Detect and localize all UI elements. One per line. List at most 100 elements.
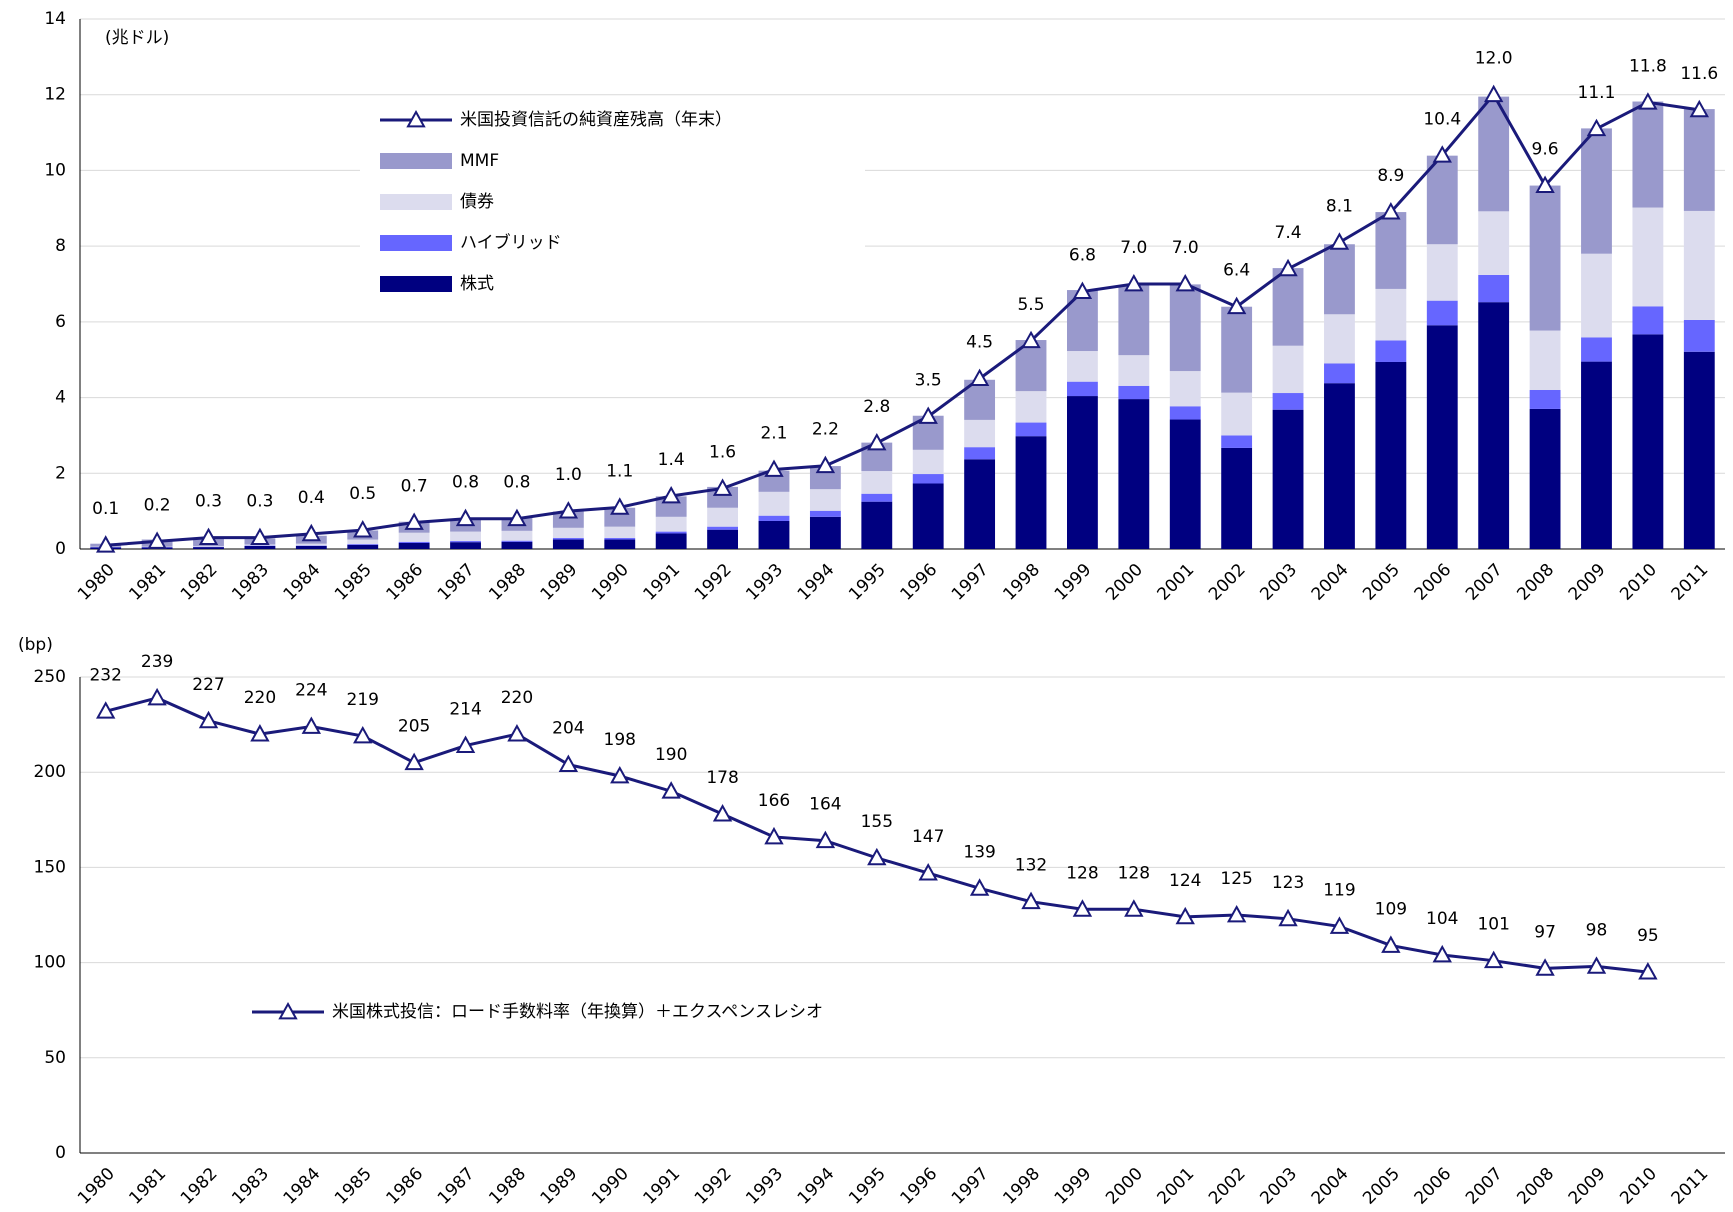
bar-segment xyxy=(1683,210,1715,320)
data-label: 0.8 xyxy=(452,473,479,493)
data-label: 128 xyxy=(1118,863,1150,883)
bar-segment xyxy=(964,447,996,460)
bar-segment xyxy=(347,544,379,545)
x-tick-label: 1986 xyxy=(382,1164,427,1209)
line-marker xyxy=(1381,202,1401,220)
bar-segment xyxy=(809,489,841,511)
bar-segment xyxy=(1632,207,1664,307)
legend-swatch xyxy=(380,153,452,169)
bar-segment xyxy=(1529,185,1561,331)
line-marker xyxy=(1586,956,1607,974)
line-marker xyxy=(712,478,733,496)
x-tick-label: 1990 xyxy=(588,560,633,605)
line-marker xyxy=(867,847,887,866)
x-tick-label: 1996 xyxy=(897,1164,942,1209)
line-marker xyxy=(1278,258,1298,277)
line-marker xyxy=(1638,962,1658,980)
x-tick-label: 1980 xyxy=(74,1164,119,1209)
bar-segment xyxy=(707,507,738,527)
bar-segment xyxy=(347,539,379,545)
x-tick-label: 1989 xyxy=(537,560,582,605)
bar-segment xyxy=(1221,392,1253,436)
bar-segment xyxy=(1426,325,1458,549)
data-label: 6.8 xyxy=(1069,246,1096,266)
bar-segment xyxy=(1632,334,1664,549)
data-label: 4.5 xyxy=(966,333,993,353)
x-tick-label: 2002 xyxy=(1205,1164,1250,1209)
bar-segment xyxy=(1375,340,1407,362)
data-label: 232 xyxy=(89,665,121,685)
x-tick-label: 1996 xyxy=(897,560,942,605)
bar-segment xyxy=(398,541,430,543)
bar-segment xyxy=(912,483,944,549)
data-label: 2.1 xyxy=(760,424,787,444)
line-marker xyxy=(250,724,270,742)
x-tick-label: 1980 xyxy=(74,560,119,605)
line-marker xyxy=(558,501,579,519)
legend-swatch xyxy=(380,276,452,292)
data-label: 8.1 xyxy=(1326,196,1353,216)
data-label: 124 xyxy=(1169,871,1201,891)
line-marker xyxy=(301,523,322,542)
bar-segment xyxy=(1581,337,1612,362)
bar-segment xyxy=(552,538,584,540)
line-marker xyxy=(1278,908,1298,927)
x-tick-label: 1982 xyxy=(177,1164,222,1209)
data-label: 0.5 xyxy=(349,484,376,504)
bar-segment xyxy=(1426,300,1458,326)
x-tick-label: 2002 xyxy=(1205,560,1250,605)
line-marker xyxy=(1329,232,1350,250)
x-tick-label: 1983 xyxy=(228,1164,273,1209)
bar-segment xyxy=(1324,314,1355,364)
x-tick-label: 2004 xyxy=(1308,560,1353,605)
line xyxy=(105,696,1649,974)
data-label: 128 xyxy=(1066,863,1098,883)
x-tick-label: 1999 xyxy=(1051,560,1096,605)
data-label: 98 xyxy=(1586,920,1608,940)
x-tick-label: 2007 xyxy=(1462,1164,1507,1209)
y-tick-label: 4 xyxy=(55,388,66,408)
data-label: 147 xyxy=(912,827,944,847)
data-label: 205 xyxy=(398,717,430,737)
y-unit-label: (兆ドル) xyxy=(105,28,169,48)
line-marker xyxy=(353,725,373,744)
data-label: 8.9 xyxy=(1377,166,1404,186)
x-tick-label: 1991 xyxy=(640,560,685,605)
x-tick-label: 1982 xyxy=(177,560,222,605)
line-marker xyxy=(455,508,476,527)
data-label: 219 xyxy=(347,690,379,710)
legend-marker xyxy=(406,109,426,128)
line-marker xyxy=(610,765,630,784)
x-tick-label: 1997 xyxy=(948,1164,993,1209)
data-label: 0.1 xyxy=(92,499,119,519)
line-marker xyxy=(1432,944,1452,963)
legend-label: 株式 xyxy=(460,274,494,294)
x-tick-label: 1981 xyxy=(125,1164,170,1209)
x-tick-label: 2001 xyxy=(1154,560,1199,605)
x-tick-label: 2010 xyxy=(1616,1164,1661,1209)
line-marker xyxy=(1689,99,1709,118)
bar-segment xyxy=(347,544,379,549)
legend-label: ハイブリッド xyxy=(460,232,562,253)
bar-segment xyxy=(964,419,996,448)
x-tick-label: 2004 xyxy=(1308,1164,1353,1209)
line-marker xyxy=(1124,899,1144,917)
line-marker xyxy=(712,804,733,822)
y-tick-label: 0 xyxy=(55,1143,66,1163)
data-label: 11.6 xyxy=(1680,64,1718,84)
x-tick-label: 1992 xyxy=(691,560,736,605)
data-label: 11.8 xyxy=(1629,56,1667,76)
bar-segment xyxy=(1683,319,1715,352)
bar-segment xyxy=(193,545,224,547)
y-tick-label: 0 xyxy=(55,539,66,559)
data-label: 10.4 xyxy=(1423,109,1461,129)
data-label: 123 xyxy=(1272,873,1304,893)
bar-segment xyxy=(1272,268,1304,346)
x-tick-label: 1991 xyxy=(640,1164,685,1209)
legend-label: 米国投資信託の純資産残高（年末） xyxy=(460,110,732,130)
bar-segment xyxy=(912,474,944,484)
line-marker xyxy=(918,406,938,424)
line-marker xyxy=(1432,145,1452,163)
line-marker xyxy=(250,527,270,546)
bar-segment xyxy=(758,515,790,521)
